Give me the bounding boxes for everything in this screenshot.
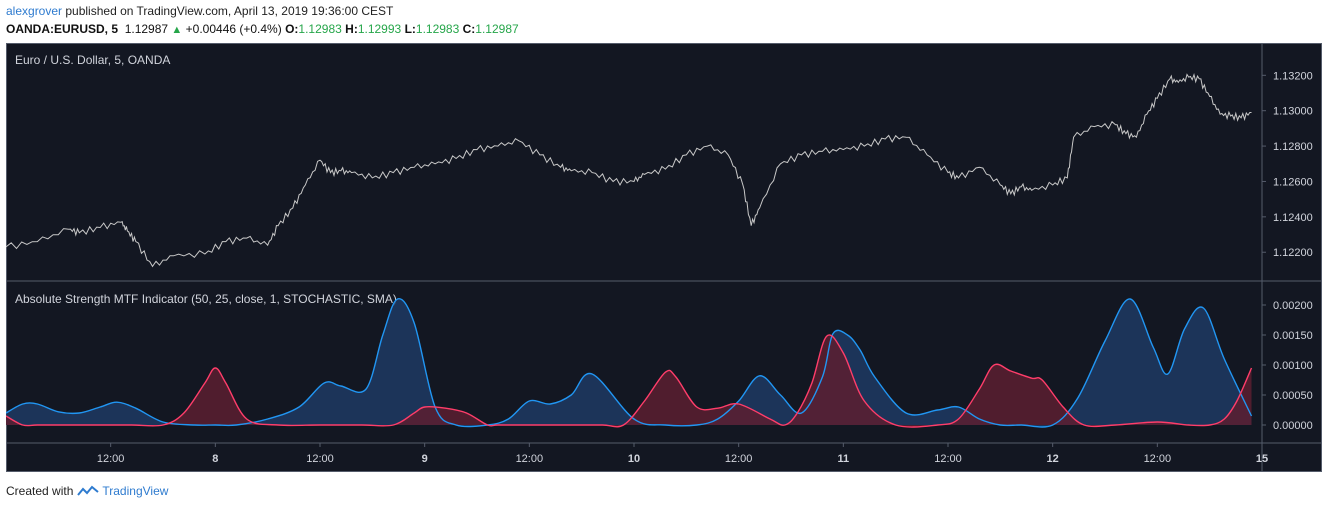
indicator-tick-label: 0.00200	[1273, 300, 1313, 312]
indicator-tick-label: 0.00150	[1273, 330, 1313, 342]
last-price: 1.12987	[124, 22, 169, 36]
high-value: 1.12993	[357, 22, 402, 36]
time-tick-label: 12	[1047, 453, 1059, 465]
price-tick-label: 1.12800	[1273, 141, 1313, 153]
close-label: C:	[462, 22, 476, 36]
bear-strength-area	[6, 334, 1252, 428]
tradingview-logo-icon	[77, 485, 100, 496]
footer: Created with TradingView	[6, 484, 168, 498]
price-tick-label: 1.13200	[1273, 70, 1313, 82]
symbol-info: OANDA:EURUSD, 5 1.12987 ▲ +0.00446 (+0.4…	[6, 22, 519, 36]
chart-canvas[interactable]: Euro / U.S. Dollar, 5, OANDA 1.13200 1.130…	[6, 43, 1322, 472]
published-text: published on TradingView.com, April 13, …	[62, 4, 394, 18]
time-tick-label: 15	[1256, 453, 1268, 465]
price-tick-label: 1.12200	[1273, 247, 1313, 259]
low-value: 1.12983	[415, 22, 460, 36]
author-link[interactable]: alexgrover	[6, 4, 63, 18]
price-pane-title: Euro / U.S. Dollar, 5, OANDA	[15, 53, 170, 67]
created-with-text: Created with	[6, 484, 74, 498]
price-series-line	[6, 72, 1252, 268]
bear-strength-line	[6, 334, 1253, 428]
up-arrow-icon: ▲	[171, 24, 183, 36]
time-tick-label: 12:00	[516, 453, 544, 465]
high-label: H:	[345, 22, 358, 36]
price-tick-label: 1.12600	[1273, 176, 1313, 188]
indicator-tick-label: 0.00050	[1273, 390, 1313, 402]
time-tick-label: 11	[838, 453, 850, 465]
price-tick-label: 1.13000	[1273, 106, 1313, 118]
indicator-tick-label: 0.00000	[1273, 420, 1313, 432]
symbol: OANDA:EURUSD, 5	[6, 22, 119, 36]
indicator-pane-title: Absolute Strength MTF Indicator (50, 25,…	[15, 292, 397, 306]
bull-strength-area	[6, 298, 1252, 427]
bull-strength-line	[6, 298, 1253, 428]
indicator-tick-label: 0.00100	[1273, 360, 1313, 372]
open-label: O:	[285, 22, 299, 36]
close-value: 1.12987	[475, 22, 519, 36]
time-tick-label: 10	[628, 453, 640, 465]
price-change: +0.00446 (+0.4%)	[185, 22, 282, 36]
open-value: 1.12983	[298, 22, 342, 36]
time-tick-label: 12:00	[934, 453, 962, 465]
tradingview-link[interactable]: TradingView	[102, 484, 169, 498]
price-tick-label: 1.12400	[1273, 212, 1313, 224]
time-tick-label: 12:00	[725, 453, 753, 465]
low-label: L:	[404, 22, 416, 36]
chart-border	[6, 43, 1322, 472]
time-tick-label: 8	[212, 453, 218, 465]
time-tick-label: 12:00	[306, 453, 334, 465]
time-tick-label: 12:00	[97, 453, 125, 465]
time-tick-label: 12:00	[1144, 453, 1172, 465]
time-tick-label: 9	[422, 453, 428, 465]
publish-info: alexgrover published on TradingView.com,…	[6, 4, 393, 18]
